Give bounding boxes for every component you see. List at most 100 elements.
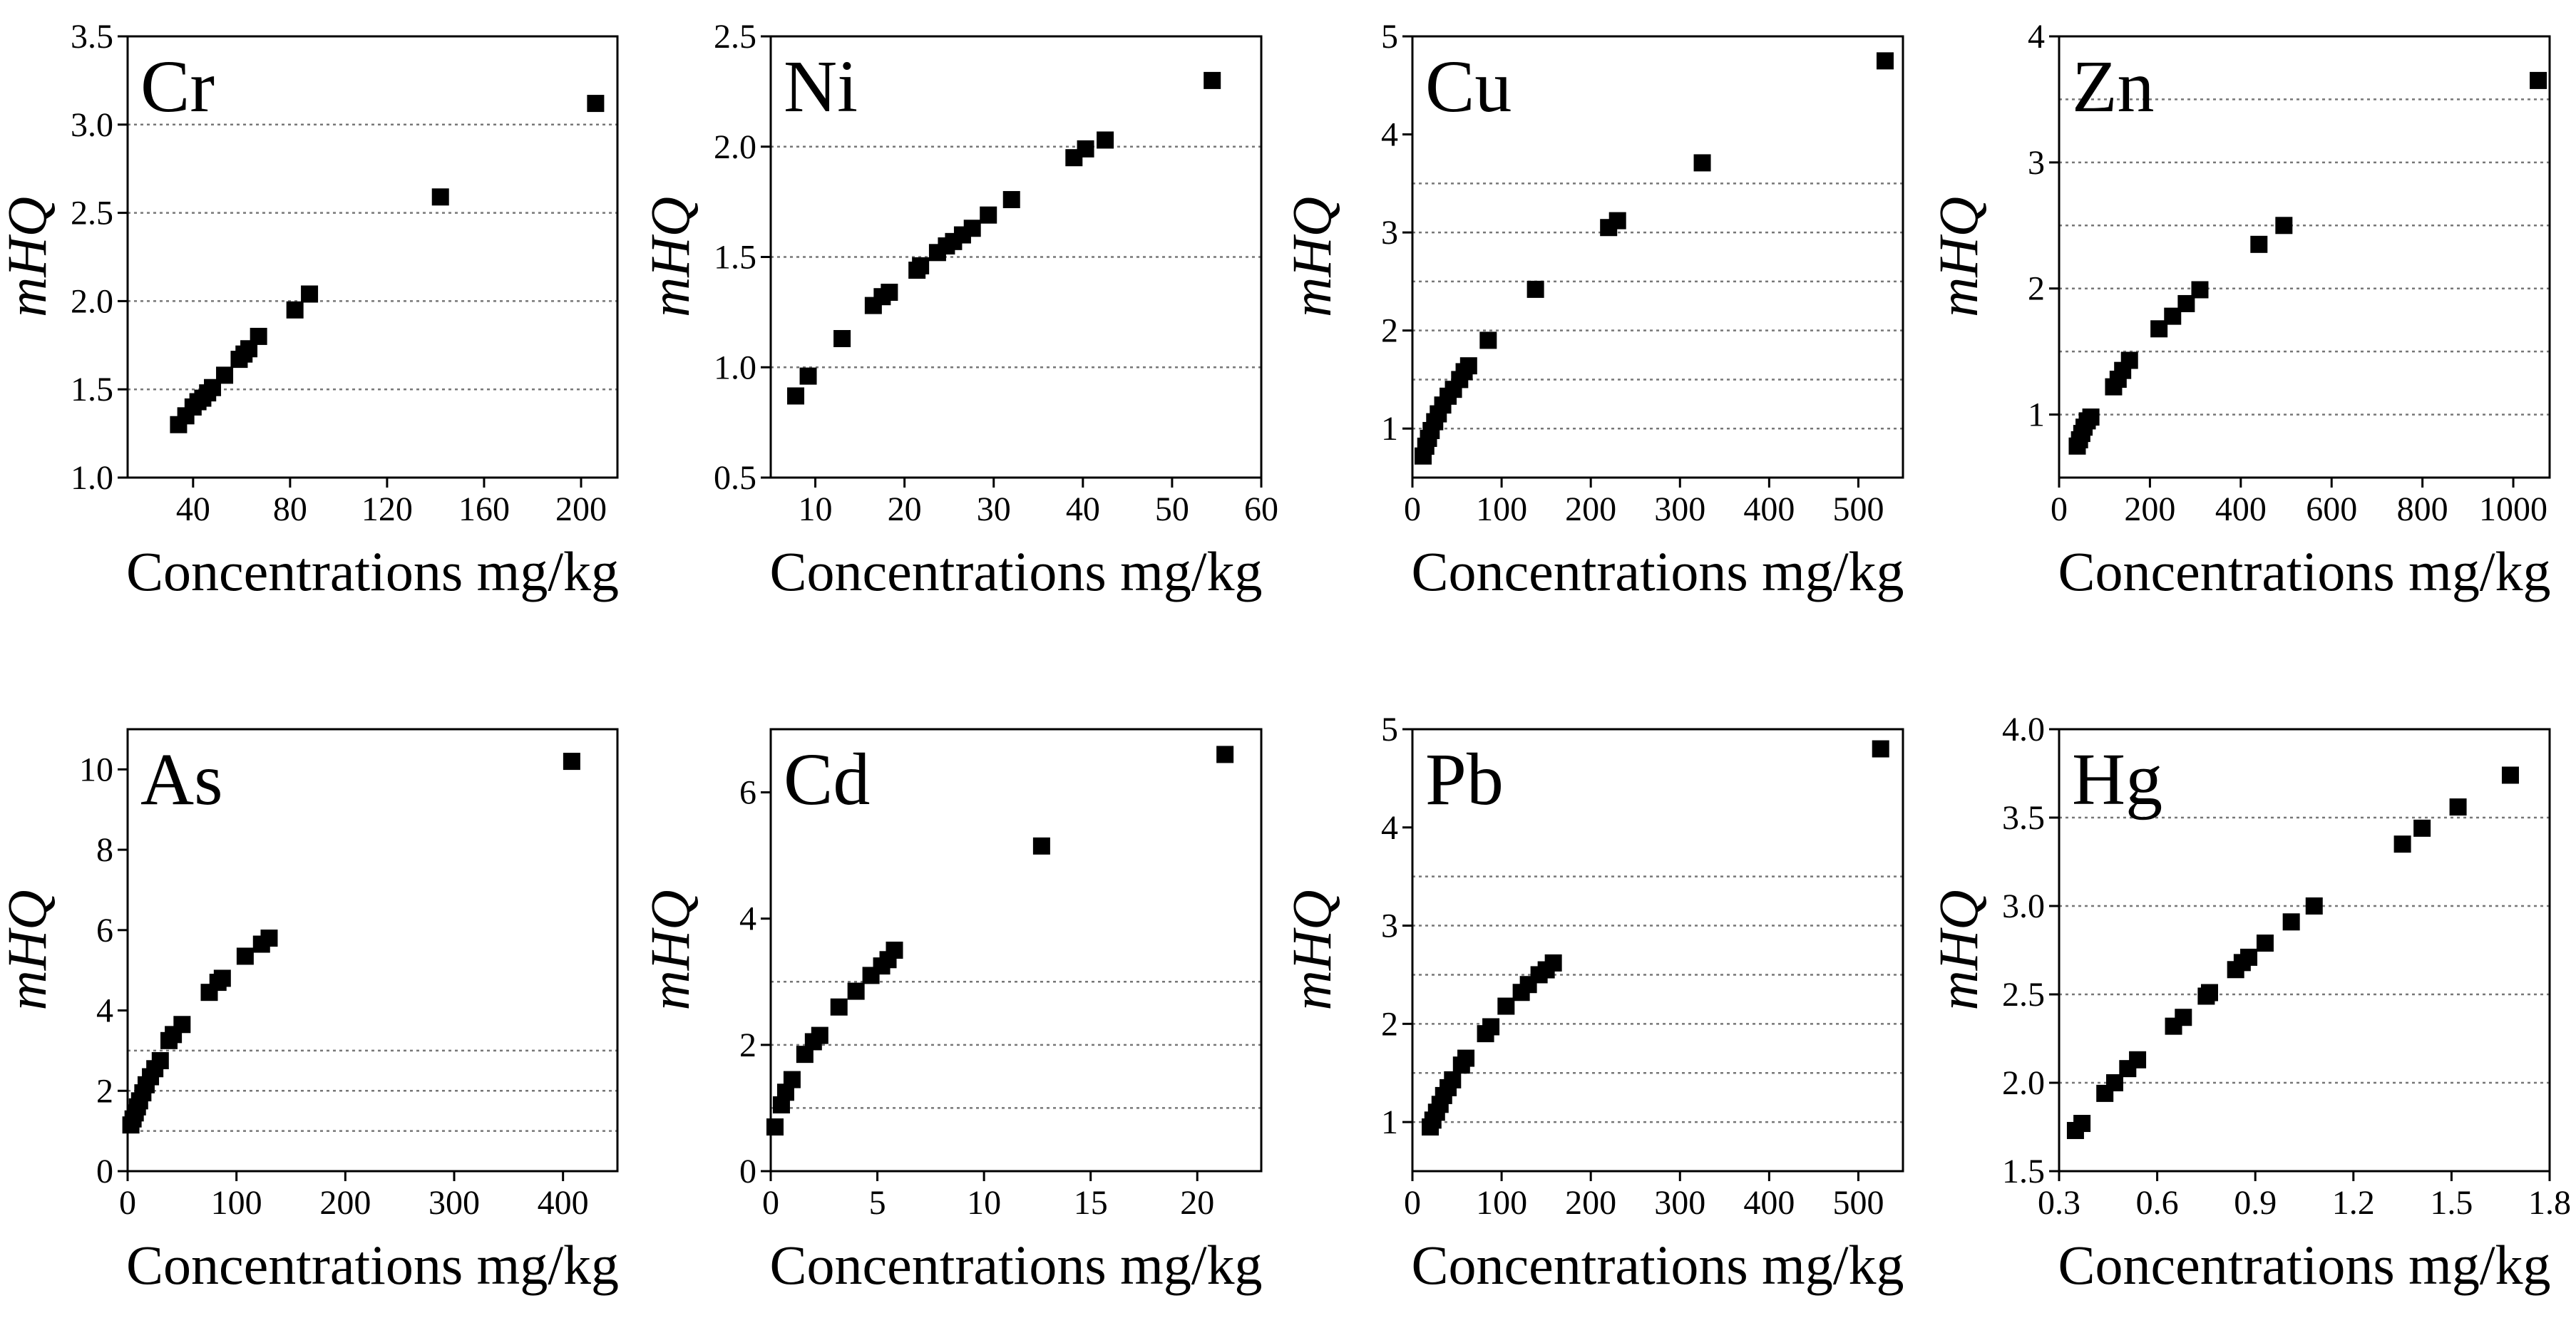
x-tick-label: 1.5 xyxy=(2430,1184,2473,1222)
x-tick-label: 10 xyxy=(799,490,833,528)
x-axis-title: Concentrations mg/kg xyxy=(126,1234,619,1296)
data-point xyxy=(2530,71,2547,89)
data-point xyxy=(787,387,805,405)
data-point xyxy=(173,1016,191,1034)
data-point xyxy=(980,206,997,224)
y-tick-label: 10 xyxy=(79,751,113,788)
plot-frame xyxy=(2058,728,2551,1173)
data-point xyxy=(1077,140,1094,158)
data-point xyxy=(1204,71,1221,89)
x-tick-label: 0 xyxy=(1404,490,1421,528)
chart-panel-cr: 1.0 1.5 2.0 2.5 3.0 3.5 40 80 120 160 200 Cr Concent… xyxy=(0,18,619,602)
data-point xyxy=(2129,1051,2147,1069)
y-tick-label: 2 xyxy=(1381,1005,1398,1043)
panel-title: Hg xyxy=(2072,738,2162,820)
y-tick-label: 4 xyxy=(739,900,756,938)
data-point xyxy=(1876,52,1894,70)
x-tick-label: 1.8 xyxy=(2528,1184,2571,1222)
data-point xyxy=(783,1071,801,1088)
data-point xyxy=(563,753,580,771)
x-tick-label: 100 xyxy=(1476,1184,1527,1222)
x-tick-label: 200 xyxy=(1565,1184,1616,1222)
data-point xyxy=(2200,984,2218,1002)
x-tick-label: 1000 xyxy=(2479,490,2547,528)
data-point xyxy=(1032,837,1050,855)
x-tick-label: 50 xyxy=(1155,490,1189,528)
chart-panel-zn: 1 2 3 4 0 200 400 600 800 1000 Zn Concentrations mg… xyxy=(1927,18,2551,602)
y-tick-label: 6 xyxy=(739,774,756,812)
data-point xyxy=(2073,1115,2091,1133)
data-point xyxy=(766,1118,784,1136)
x-axis-title: Concentrations mg/kg xyxy=(1411,1234,1904,1296)
plot-frame xyxy=(2058,35,2551,479)
data-point xyxy=(2449,798,2467,816)
x-tick-label: 300 xyxy=(1654,490,1705,528)
panel-title: As xyxy=(140,738,223,820)
data-point xyxy=(236,947,254,965)
data-point xyxy=(1872,740,1889,758)
chart-panel-cu: 1 2 3 4 5 0 100 200 300 400 500 Cu Concentrations mg… xyxy=(1281,18,1904,602)
data-point xyxy=(830,998,848,1016)
x-tick-label: 400 xyxy=(538,1184,589,1222)
plot-frame xyxy=(126,728,619,1173)
data-point xyxy=(301,285,319,303)
y-axis-title: mHQ xyxy=(1927,197,1989,317)
data-point xyxy=(847,982,865,1000)
data-point xyxy=(1444,1071,1462,1088)
x-tick-label: 10 xyxy=(967,1184,1001,1222)
data-point xyxy=(587,95,605,113)
y-axis-title: mHQ xyxy=(1281,890,1343,1011)
data-point xyxy=(2175,1009,2192,1026)
x-tick-label: 500 xyxy=(1832,1184,1884,1222)
plot-frame xyxy=(1411,728,1904,1173)
data-point xyxy=(2256,935,2274,952)
data-point xyxy=(881,284,898,302)
data-point xyxy=(2282,913,2300,931)
y-tick-label: 2.5 xyxy=(2002,976,2045,1014)
data-point xyxy=(260,930,278,947)
chart-panel-hg: 1.5 2.0 2.5 3.0 3.5 4.0 0.3 0.6 0.9 1.2 1.5 1.8 Hg Co… xyxy=(1927,711,2571,1296)
x-tick-label: 0.9 xyxy=(2234,1184,2277,1222)
x-tick-label: 40 xyxy=(1066,490,1100,528)
y-tick-label: 3.5 xyxy=(71,18,113,56)
x-tick-label: 800 xyxy=(2397,490,2448,528)
x-tick-label: 20 xyxy=(888,490,922,528)
y-tick-label: 3.0 xyxy=(71,106,113,144)
data-point xyxy=(886,942,903,959)
y-tick-label: 3.0 xyxy=(2002,887,2045,925)
y-tick-label: 1.5 xyxy=(2002,1153,2045,1190)
data-point xyxy=(1002,191,1020,209)
x-axis-title: Concentrations mg/kg xyxy=(1411,540,1904,602)
y-tick-label: 2 xyxy=(739,1026,756,1064)
y-axis-title: mHQ xyxy=(0,890,58,1011)
y-tick-label: 2.0 xyxy=(2002,1064,2045,1102)
y-tick-label: 1 xyxy=(2028,396,2045,434)
x-tick-label: 400 xyxy=(1743,490,1795,528)
y-tick-label: 1.5 xyxy=(71,371,113,408)
y-tick-label: 4 xyxy=(96,992,113,1030)
data-point xyxy=(250,327,267,345)
panel-title: Zn xyxy=(2072,46,2155,128)
data-point xyxy=(2082,408,2100,426)
y-tick-label: 2 xyxy=(96,1072,113,1110)
x-tick-label: 1.2 xyxy=(2332,1184,2375,1222)
y-tick-label: 4.0 xyxy=(2002,711,2045,748)
x-tick-label: 300 xyxy=(1654,1184,1705,1222)
y-tick-label: 1 xyxy=(1381,410,1398,448)
y-tick-label: 1.0 xyxy=(71,459,113,497)
y-tick-label: 2.5 xyxy=(714,18,756,56)
plot-frame xyxy=(769,728,1263,1173)
y-tick-label: 2.0 xyxy=(714,128,756,166)
x-tick-label: 200 xyxy=(2124,490,2175,528)
y-tick-label: 3 xyxy=(1381,907,1398,945)
panel-title: Cd xyxy=(784,738,870,820)
data-point xyxy=(833,330,851,348)
data-point xyxy=(1216,746,1234,763)
panel-title: Pb xyxy=(1425,738,1504,820)
x-tick-label: 100 xyxy=(1476,490,1527,528)
data-point xyxy=(1479,331,1497,349)
y-tick-label: 2 xyxy=(2028,270,2045,308)
x-tick-label: 160 xyxy=(458,490,510,528)
y-tick-label: 2.0 xyxy=(71,282,113,320)
